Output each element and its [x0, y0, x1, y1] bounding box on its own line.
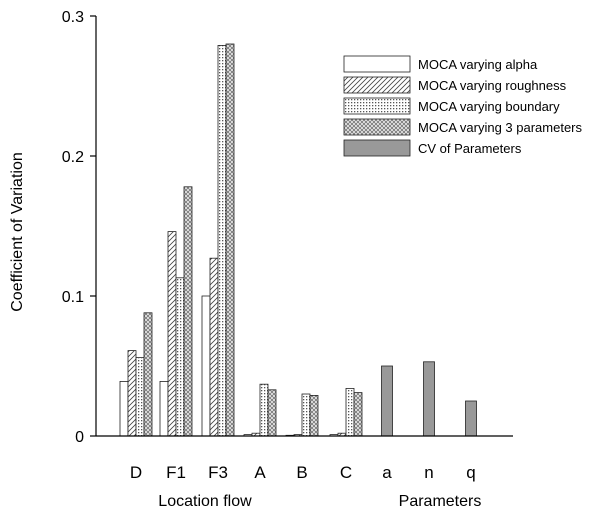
x-tick-label: B: [296, 463, 307, 482]
y-tick-label: 0: [75, 429, 84, 446]
bar-F1-moca-varying-boundary: [175, 277, 185, 437]
bar-F1-moca-varying-roughness: [167, 231, 177, 437]
x-tick-label: D: [130, 463, 142, 482]
legend-swatch: [343, 139, 411, 157]
bar-F3-moca-varying-3-parameters: [225, 43, 235, 437]
bar-D-moca-varying-roughness: [127, 350, 137, 437]
legend-label: MOCA varying alpha: [418, 57, 538, 72]
bar-F3-moca-varying-boundary: [217, 45, 227, 437]
x-tick-label: n: [424, 463, 433, 482]
legend-swatch: [343, 76, 411, 94]
bar-q-cv-of-parameters: [465, 400, 477, 437]
bar-n-cv-of-parameters: [423, 361, 435, 437]
bar-D-moca-varying-boundary: [135, 357, 145, 437]
bar-F3-moca-varying-roughness: [209, 257, 219, 437]
bar-a-cv-of-parameters: [381, 365, 393, 437]
y-axis-title: Coefficient of Variation: [9, 152, 26, 312]
bar-B-moca-varying-boundary: [301, 393, 311, 437]
x-tick-label: F3: [208, 463, 228, 482]
y-tick-label: 0.2: [62, 149, 84, 166]
bar-F1-moca-varying-3-parameters: [183, 186, 193, 437]
bar-B-moca-varying-3-parameters: [309, 394, 319, 437]
x-tick-label: a: [382, 463, 392, 482]
legend-label: MOCA varying roughness: [418, 78, 567, 93]
y-tick-label: 0.3: [62, 9, 84, 26]
bar-D-moca-varying-3-parameters: [143, 312, 153, 437]
x-tick-label: C: [340, 463, 352, 482]
bar-A-moca-varying-boundary: [259, 383, 269, 437]
x-tick-label: q: [466, 463, 475, 482]
legend-label: MOCA varying boundary: [418, 99, 560, 114]
legend-swatch: [343, 97, 411, 115]
legend-label: CV of Parameters: [418, 141, 522, 156]
bar-C-moca-varying-3-parameters: [353, 392, 363, 437]
legend-label: MOCA varying 3 parameters: [418, 120, 583, 135]
bar-F1-moca-varying-alpha: [159, 380, 169, 437]
legend-swatch: [343, 118, 411, 136]
bar-C-moca-varying-boundary: [345, 387, 355, 437]
x-group-label: Location flow: [158, 493, 252, 510]
x-tick-label: A: [254, 463, 266, 482]
legend-swatch: [343, 55, 411, 73]
bar-F3-moca-varying-alpha: [201, 295, 211, 437]
bar-A-moca-varying-3-parameters: [267, 389, 277, 437]
y-tick-label: 0.1: [62, 289, 84, 306]
x-group-label: Parameters: [399, 493, 482, 510]
bar-D-moca-varying-alpha: [119, 380, 129, 437]
x-tick-label: F1: [166, 463, 186, 482]
